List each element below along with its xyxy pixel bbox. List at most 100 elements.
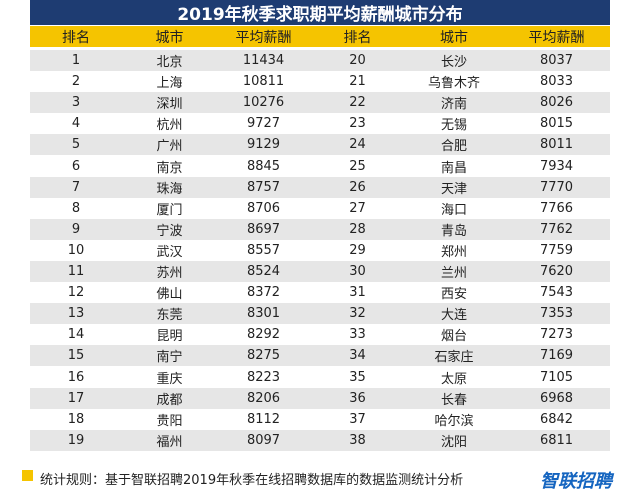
column-header: 城市 (122, 26, 217, 47)
table-cell: 武汉 (156, 244, 183, 260)
table-cell: 合肥 (405, 134, 503, 156)
table-cell: 3 (30, 92, 122, 114)
table-cell: 西安 (440, 287, 467, 303)
table-cell: 8524 (217, 261, 310, 283)
table-cell: 7273 (539, 327, 574, 343)
table-cell: 32 (310, 303, 405, 325)
table-cell: 29 (349, 242, 366, 258)
table-cell: 8697 (217, 218, 310, 240)
table-cell: 11434 (217, 50, 310, 72)
table-cell: 7620 (503, 261, 610, 283)
table-cell: 宁波 (122, 218, 217, 240)
table-cell: 8206 (217, 387, 310, 409)
table-cell: 7766 (539, 200, 574, 216)
table-cell: 8372 (246, 285, 281, 301)
table-cell: 13 (30, 303, 122, 325)
table-cell: 36 (310, 387, 405, 409)
table-cell: 26 (310, 176, 405, 198)
column-header: 排名 (30, 26, 122, 47)
table-cell: 8097 (217, 429, 310, 451)
table-cell: 珠海 (122, 176, 217, 198)
table-cell: 青岛 (405, 218, 503, 240)
table-cell: 19 (30, 429, 122, 451)
table-cell: 天津 (405, 176, 503, 198)
table-cell: 8757 (217, 176, 310, 198)
table-cell: 苏州 (122, 261, 217, 283)
table-cell: 37 (349, 411, 366, 427)
table-cell: 6968 (503, 387, 610, 409)
table-cell: 8015 (539, 116, 574, 132)
table-cell: 34 (310, 345, 405, 367)
table-cell: 33 (349, 327, 366, 343)
table-cell: 8845 (246, 158, 281, 174)
column-header: 排名 (310, 26, 405, 47)
table-cell: 6811 (503, 429, 610, 451)
table-cell: 14 (67, 327, 85, 343)
table-cell: 10 (67, 242, 85, 258)
table-cell: 20 (310, 50, 405, 72)
table-cell: 22 (310, 92, 405, 114)
table-cell: 8223 (246, 369, 281, 385)
table-cell: 7762 (503, 218, 610, 240)
table-cell: 38 (310, 429, 405, 451)
table-cell: 哈尔滨 (434, 413, 474, 429)
table-cell: 35 (349, 369, 366, 385)
table-cell: 24 (310, 134, 405, 156)
table-cell: 7770 (503, 176, 610, 198)
table-cell: 重庆 (156, 371, 183, 387)
column-header: 平均薪酬 (503, 26, 610, 47)
table-cell: 8706 (246, 200, 281, 216)
table-cell: 杭州 (156, 118, 183, 134)
table-cell: 8557 (246, 242, 281, 258)
table-cell: 石家庄 (405, 345, 503, 367)
table-cell: 厦门 (156, 202, 183, 218)
table-cell: 东莞 (122, 303, 217, 325)
table-cell: 4 (71, 116, 81, 132)
table-cell: 6 (71, 158, 81, 174)
table-cell: 佛山 (156, 287, 183, 303)
table-cell: 郑州 (440, 244, 467, 260)
table-cell: 18 (67, 411, 85, 427)
table-cell: 17 (30, 387, 122, 409)
table-cell: 太原 (440, 371, 467, 387)
table-cell: 8275 (217, 345, 310, 367)
table-cell: 广州 (122, 134, 217, 156)
table-cell: 25 (349, 158, 366, 174)
table-cell: 无锡 (440, 118, 467, 134)
table-cell: 21 (349, 74, 366, 90)
table-cell: 7543 (539, 285, 574, 301)
table-cell: 2 (71, 74, 81, 90)
table-cell: 上海 (156, 76, 183, 92)
table-cell: 8037 (503, 50, 610, 72)
table-cell: 长春 (405, 387, 503, 409)
logo: 智联招聘 (540, 471, 612, 492)
table-cell: 9129 (217, 134, 310, 156)
table-cell: 10276 (217, 92, 310, 114)
table-cell: 南京 (156, 160, 183, 176)
table-cell: 31 (349, 285, 366, 301)
table-cell: 8026 (503, 92, 610, 114)
table-cell: 27 (349, 200, 366, 216)
table-cell: 28 (310, 218, 405, 240)
table-cell: 乌鲁木齐 (427, 76, 480, 92)
table-cell: 沈阳 (405, 429, 503, 451)
table-cell: 8033 (539, 74, 574, 90)
column-header: 城市 (405, 26, 503, 47)
footnote: 统计规则：基于智联招聘2019年秋季在线招聘数据库的数据监测统计分析 (40, 472, 464, 488)
table-cell: 8011 (503, 134, 610, 156)
table-cell: 深圳 (122, 92, 217, 114)
table-cell: 12 (67, 285, 85, 301)
table-cell: 5 (30, 134, 122, 156)
table-cell: 23 (349, 116, 366, 132)
table-cell: 大连 (405, 303, 503, 325)
table-cell: 福州 (122, 429, 217, 451)
table-cell: 7759 (539, 242, 574, 258)
table-cell: 1 (30, 50, 122, 72)
table-cell: 7353 (503, 303, 610, 325)
table-cell: 济南 (405, 92, 503, 114)
title-bar: 2019年秋季求职期平均薪酬城市分布 (30, 0, 610, 25)
table-cell: 海口 (440, 202, 467, 218)
table-cell: 10811 (242, 74, 285, 90)
table-cell: 8292 (246, 327, 281, 343)
